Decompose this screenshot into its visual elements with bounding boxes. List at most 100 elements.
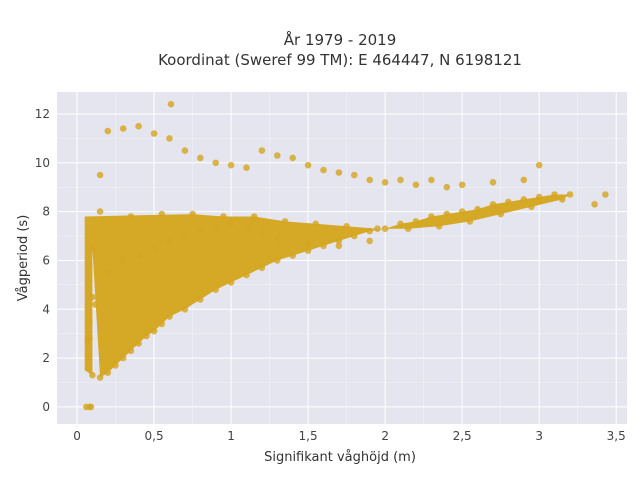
scatter-point bbox=[84, 337, 92, 345]
scatter-point bbox=[258, 230, 266, 237]
y-axis-ticks: 0 2 4 6 8 10 12 bbox=[35, 107, 50, 414]
scatter-points bbox=[83, 100, 609, 411]
scatter-point bbox=[92, 301, 99, 308]
scatter-point bbox=[335, 169, 343, 176]
scatter-point bbox=[158, 210, 166, 218]
scatter-point bbox=[212, 286, 219, 294]
x-tick-label: 1,5 bbox=[299, 429, 318, 443]
scatter-point bbox=[343, 223, 350, 230]
scatter-point bbox=[559, 196, 566, 203]
scatter-point bbox=[528, 203, 535, 210]
scatter-point bbox=[150, 130, 158, 137]
scatter-point bbox=[112, 362, 119, 369]
scatter-point bbox=[335, 237, 343, 245]
scatter-point bbox=[189, 210, 196, 218]
scatter-point bbox=[243, 164, 250, 171]
scatter-point bbox=[86, 318, 93, 325]
y-tick-label: 0 bbox=[42, 400, 50, 414]
scatter-point bbox=[428, 176, 435, 184]
scatter-point bbox=[535, 193, 543, 201]
scatter-point bbox=[366, 176, 374, 184]
scatter-point bbox=[243, 225, 250, 232]
y-tick-label: 10 bbox=[35, 156, 50, 170]
scatter-point bbox=[135, 252, 142, 259]
scatter-point bbox=[158, 320, 166, 328]
scatter-point bbox=[96, 208, 104, 215]
scatter-point bbox=[143, 332, 150, 340]
scatter-point bbox=[591, 201, 598, 208]
scatter-point bbox=[397, 220, 404, 228]
scatter-point bbox=[96, 374, 104, 381]
scatter-point bbox=[227, 279, 235, 286]
scatter-point bbox=[435, 223, 443, 230]
scatter-point bbox=[366, 227, 374, 235]
scatter-point bbox=[474, 205, 481, 213]
scatter-point bbox=[428, 213, 435, 220]
scatter-point bbox=[443, 210, 451, 218]
scatter-point bbox=[404, 225, 412, 232]
scatter-point bbox=[489, 201, 497, 208]
scatter-point bbox=[397, 176, 404, 184]
scatter-point bbox=[374, 225, 381, 232]
scatter-point bbox=[274, 152, 281, 159]
y-tick-label: 2 bbox=[42, 351, 50, 365]
scatter-point bbox=[89, 371, 96, 379]
x-tick-label: 3 bbox=[535, 429, 543, 443]
scatter-point bbox=[104, 269, 112, 276]
scatter-point bbox=[197, 227, 204, 235]
scatter-point bbox=[197, 296, 204, 303]
x-tick-label: 2,5 bbox=[453, 429, 472, 443]
scatter-point bbox=[602, 191, 609, 198]
scatter-point bbox=[535, 161, 543, 169]
scatter-point bbox=[274, 257, 281, 264]
scatter-point bbox=[458, 208, 466, 215]
scatter-point bbox=[566, 191, 574, 198]
scatter-point bbox=[520, 196, 528, 203]
scatter-point bbox=[335, 242, 343, 250]
scatter-point bbox=[181, 147, 189, 154]
scatter-point bbox=[197, 154, 204, 162]
scatter-point bbox=[150, 244, 158, 252]
scatter-point bbox=[466, 218, 474, 225]
scatter-point bbox=[135, 122, 142, 130]
x-tick-label: 0,5 bbox=[145, 429, 164, 443]
scatter-point bbox=[304, 161, 312, 169]
scatter-point bbox=[167, 100, 175, 108]
scatter-point bbox=[104, 127, 112, 135]
scatter-point bbox=[274, 235, 281, 242]
scatter-point bbox=[212, 223, 219, 230]
scatter-point bbox=[520, 176, 528, 184]
scatter-point bbox=[304, 240, 312, 247]
scatter-point bbox=[127, 347, 135, 355]
y-tick-label: 6 bbox=[42, 253, 50, 267]
scatter-point bbox=[289, 252, 297, 259]
scatter-point bbox=[119, 257, 127, 264]
scatter-point bbox=[320, 242, 327, 250]
scatter-point bbox=[166, 313, 173, 320]
scatter-point bbox=[312, 220, 320, 228]
scatter-point bbox=[505, 198, 512, 206]
scatter-point bbox=[304, 247, 312, 254]
x-tick-label: 2 bbox=[381, 429, 389, 443]
scatter-point bbox=[381, 225, 389, 232]
scatter-point bbox=[119, 354, 127, 362]
scatter-point bbox=[127, 213, 135, 220]
scatter-point bbox=[212, 159, 219, 167]
scatter-point bbox=[289, 154, 297, 162]
scatter-point bbox=[258, 147, 266, 154]
scatter-point bbox=[135, 340, 142, 347]
scatter-point bbox=[150, 327, 158, 335]
scatter-point bbox=[258, 264, 266, 272]
density-band bbox=[84, 194, 570, 378]
y-axis-title: Vågperiod (s) bbox=[16, 215, 31, 302]
y-tick-label: 12 bbox=[35, 107, 50, 121]
scatter-point bbox=[489, 179, 497, 186]
scatter-point bbox=[89, 244, 96, 252]
scatter-point bbox=[351, 232, 358, 240]
scatter-point bbox=[281, 218, 289, 225]
x-axis-ticks: 0 0,5 1 1,5 2 2,5 3 3,5 bbox=[73, 429, 626, 443]
x-tick-label: 1 bbox=[227, 429, 235, 443]
scatter-point bbox=[89, 293, 96, 301]
scatter-point bbox=[220, 213, 227, 220]
